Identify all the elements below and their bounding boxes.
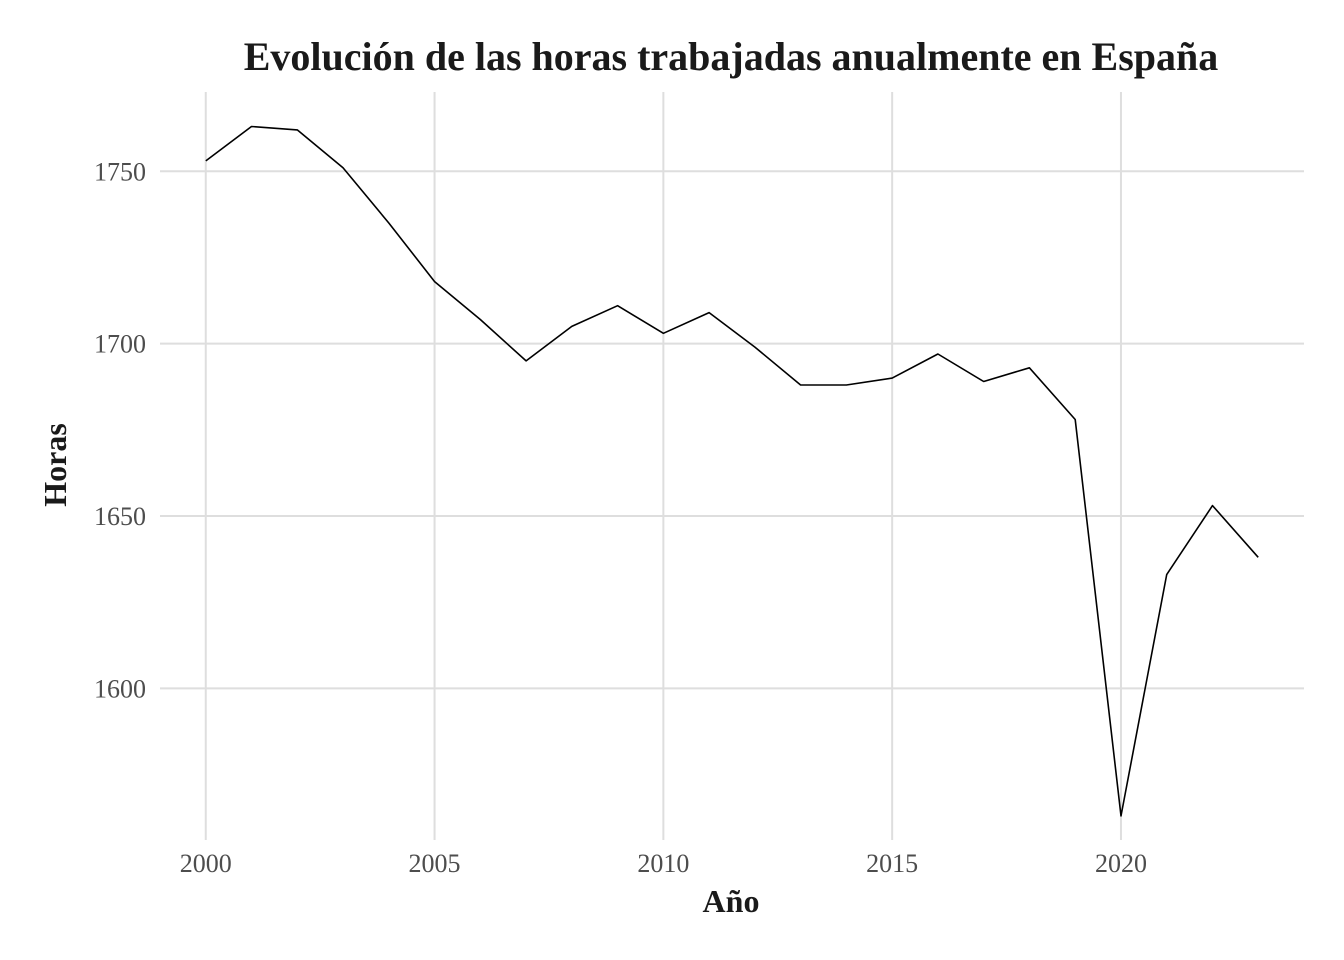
y-tick-label: 1750 <box>94 157 146 186</box>
horizontal-gridlines <box>160 170 1304 690</box>
series-line <box>205 125 1259 817</box>
y-tick-label: 1600 <box>94 674 146 703</box>
chart-title: Evolución de las horas trabajadas anualm… <box>244 34 1219 79</box>
x-axis-title: Año <box>703 883 760 919</box>
y-axis-title: Horas <box>37 423 73 507</box>
x-tick-label: 2000 <box>180 849 232 878</box>
y-axis-tick-labels: 1600 1650 1700 1750 <box>94 157 146 703</box>
y-tick-label: 1650 <box>94 502 146 531</box>
y-tick-label: 1700 <box>94 330 146 359</box>
x-tick-label: 2005 <box>409 849 461 878</box>
series-layer <box>205 125 1259 817</box>
x-axis-tick-labels: 2000 2005 2010 2015 2020 <box>180 849 1147 878</box>
x-tick-label: 2015 <box>866 849 918 878</box>
vertical-gridlines <box>204 92 1122 840</box>
x-tick-label: 2020 <box>1095 849 1147 878</box>
x-tick-label: 2010 <box>637 849 689 878</box>
